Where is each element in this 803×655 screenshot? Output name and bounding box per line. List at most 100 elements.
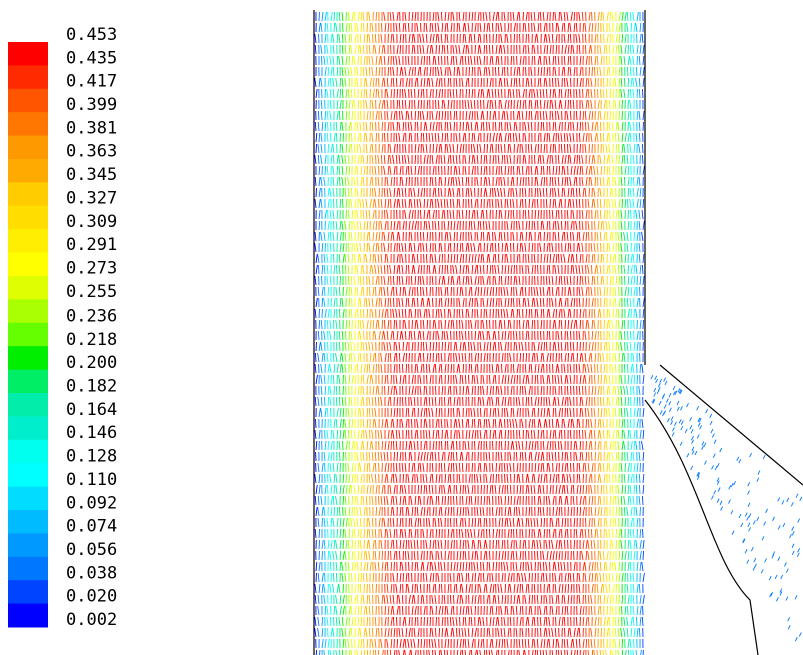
vector xyxy=(486,264,489,275)
vector xyxy=(338,33,341,44)
vector xyxy=(413,187,416,198)
vector xyxy=(510,572,513,583)
vector xyxy=(333,616,335,627)
vector xyxy=(561,231,564,242)
vector xyxy=(360,374,363,385)
vector xyxy=(344,352,347,363)
vector xyxy=(405,77,408,88)
vector xyxy=(557,55,560,66)
vector xyxy=(483,550,486,561)
vector xyxy=(543,132,546,143)
vector xyxy=(512,231,515,242)
vector xyxy=(566,451,569,462)
vector xyxy=(471,308,473,319)
vector xyxy=(318,319,321,330)
vector xyxy=(420,638,423,649)
vector xyxy=(435,154,438,165)
vector xyxy=(524,550,527,561)
vector xyxy=(350,88,353,99)
vector xyxy=(515,121,518,132)
vector xyxy=(546,352,549,363)
vector xyxy=(339,484,342,495)
vector xyxy=(414,319,417,330)
vector xyxy=(444,506,447,517)
vector xyxy=(557,561,560,572)
vector xyxy=(417,451,420,462)
vector xyxy=(377,242,380,253)
vector xyxy=(474,44,477,55)
vector xyxy=(408,616,411,627)
vector xyxy=(531,319,534,330)
vector xyxy=(348,132,350,143)
vector xyxy=(495,473,497,484)
vector xyxy=(360,638,363,649)
vector xyxy=(465,462,468,473)
vector xyxy=(500,429,503,440)
vector xyxy=(434,132,437,143)
vector xyxy=(347,561,350,572)
vector xyxy=(540,121,543,132)
vector xyxy=(378,187,380,198)
vector xyxy=(545,495,548,506)
vector xyxy=(510,528,512,539)
vector xyxy=(375,297,378,308)
vector xyxy=(486,132,489,143)
vector xyxy=(326,253,329,264)
vector xyxy=(504,506,507,517)
vector xyxy=(390,407,393,418)
vector xyxy=(371,176,374,187)
vector xyxy=(492,132,495,143)
vector xyxy=(486,231,489,242)
vector xyxy=(546,308,549,319)
vector xyxy=(473,33,476,44)
vector xyxy=(527,561,530,572)
vector xyxy=(354,495,357,506)
vector xyxy=(407,473,410,484)
vector xyxy=(399,451,402,462)
vector xyxy=(458,363,461,374)
vector xyxy=(395,495,398,506)
vector xyxy=(360,561,363,572)
vector xyxy=(434,561,437,572)
vector xyxy=(483,429,486,440)
vector xyxy=(341,33,344,44)
vector xyxy=(336,407,339,418)
vector xyxy=(519,605,522,616)
vector xyxy=(446,286,449,297)
vector xyxy=(341,66,344,77)
vector xyxy=(392,330,395,341)
vector xyxy=(395,616,398,627)
vector xyxy=(329,99,332,110)
vector xyxy=(560,88,563,99)
vector xyxy=(489,407,492,418)
vector xyxy=(531,242,534,253)
vector xyxy=(530,165,533,176)
vector xyxy=(504,583,507,594)
vector xyxy=(348,55,351,66)
vector xyxy=(408,594,411,605)
vector xyxy=(386,528,389,539)
vector xyxy=(416,539,419,550)
vector xyxy=(395,286,398,297)
vector xyxy=(329,550,332,561)
vector xyxy=(474,583,477,594)
vector xyxy=(380,451,383,462)
vector xyxy=(458,165,461,176)
vector xyxy=(513,264,515,275)
vector xyxy=(408,627,411,638)
vector xyxy=(507,506,510,517)
vector xyxy=(378,506,381,517)
vector xyxy=(489,341,492,352)
vector xyxy=(510,55,513,66)
vector xyxy=(518,396,521,407)
vector xyxy=(335,286,338,297)
vector xyxy=(392,506,395,517)
vector xyxy=(348,77,351,88)
vector xyxy=(470,528,473,539)
vector xyxy=(365,341,368,352)
vector xyxy=(480,231,483,242)
vector xyxy=(351,462,354,473)
vector xyxy=(477,528,480,539)
vector xyxy=(447,451,450,462)
vector xyxy=(426,198,429,209)
